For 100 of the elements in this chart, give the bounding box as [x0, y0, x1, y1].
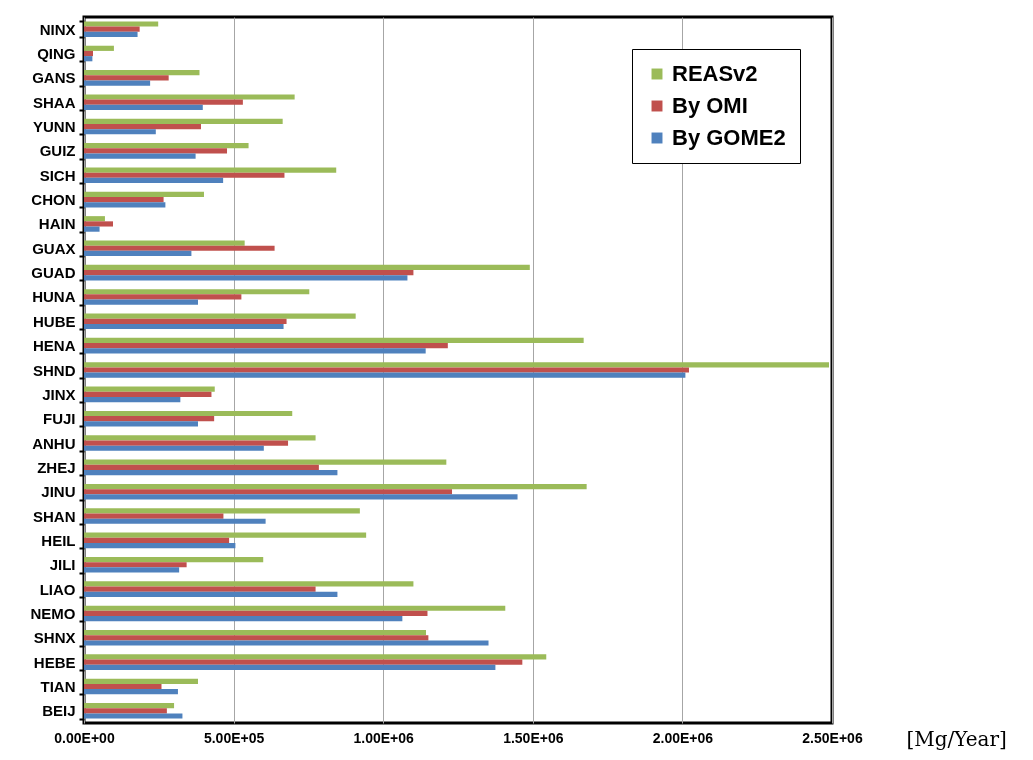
y-tick-label: LIAO: [39, 580, 76, 598]
bar: [84, 445, 264, 451]
bar: [84, 26, 140, 32]
bar: [84, 581, 414, 587]
bar: [84, 245, 275, 251]
bar: [84, 556, 264, 563]
bar: [84, 689, 178, 695]
bar: [84, 56, 93, 62]
bar: [84, 635, 429, 641]
bar: [84, 270, 414, 276]
bar: [84, 703, 175, 709]
bar: [84, 31, 138, 37]
bar: [84, 70, 200, 76]
y-tick-label: HENA: [32, 337, 76, 355]
y-tick-label: YUNN: [32, 118, 76, 136]
bar: [84, 532, 367, 538]
y-tick-label: TIAN: [40, 677, 76, 695]
bar: [84, 318, 287, 324]
bar: [84, 299, 198, 305]
bar: [84, 659, 523, 665]
y-tick-label: HUBE: [32, 312, 76, 330]
y-tick-label: NINX: [39, 20, 76, 38]
bar: [84, 148, 228, 154]
bar: [84, 343, 448, 349]
x-tick-label: 2.50E+06: [802, 729, 863, 746]
y-tick-label: CHON: [31, 191, 76, 209]
bar: [84, 416, 215, 422]
bar: [84, 537, 230, 544]
bar: [84, 713, 183, 719]
bar: [84, 678, 198, 684]
y-tick-label: FUJI: [42, 410, 76, 428]
bar: [84, 240, 245, 246]
x-tick-label: 1.50E+06: [503, 729, 564, 746]
y-tick-label: BEIJ: [42, 702, 76, 720]
legend-label: By GOME2: [672, 125, 786, 150]
bar: [84, 289, 310, 295]
bar: [84, 196, 164, 203]
bar: [84, 45, 114, 51]
bar: [84, 591, 338, 597]
bar: [84, 469, 338, 476]
bar: [84, 630, 426, 636]
y-tick-label: SHAN: [32, 507, 76, 525]
y-tick-label: JINU: [41, 483, 76, 501]
bar: [84, 464, 319, 470]
y-tick-label: JILI: [49, 556, 76, 574]
bar: [84, 250, 192, 257]
legend-label: By OMI: [672, 93, 748, 118]
bar: [84, 664, 496, 670]
y-tick-label: GUAX: [32, 239, 76, 257]
y-tick-label: HAIN: [38, 215, 76, 233]
bar: [84, 275, 408, 281]
bar: [84, 313, 356, 319]
bar: [84, 264, 530, 271]
bar: [84, 221, 114, 227]
bar: [84, 508, 360, 514]
bar: [84, 616, 403, 622]
bar: [84, 494, 518, 500]
bar: [84, 708, 167, 714]
bar: [84, 396, 181, 403]
bar: [84, 104, 203, 110]
bar: [84, 518, 266, 524]
bar: [84, 372, 686, 378]
bar: [84, 683, 162, 690]
y-tick-label: SHAA: [32, 93, 76, 111]
y-tick-label: HEIL: [41, 531, 76, 549]
bar: [84, 202, 166, 208]
y-tick-label: ZHEJ: [37, 458, 76, 476]
bar: [84, 410, 293, 417]
bar: [84, 118, 283, 124]
x-tick-label: 2.00E+06: [652, 729, 714, 746]
bar: [84, 586, 316, 592]
bar: [84, 21, 159, 27]
y-tick-label: SHNX: [33, 629, 76, 647]
x-tick-label: 0.00E+00: [54, 729, 115, 746]
bar: [84, 226, 100, 232]
bar: [84, 435, 316, 441]
bar: [84, 216, 105, 222]
y-tick-label: GANS: [32, 69, 76, 87]
bar: [84, 513, 224, 519]
y-tick-label: GUIZ: [39, 142, 76, 160]
y-tick-label: JINX: [42, 385, 76, 403]
x-axis-title: [Mg/Year]: [906, 726, 1007, 751]
bar: [84, 80, 151, 86]
bar: [84, 605, 506, 611]
bar: [84, 143, 249, 149]
bar: [84, 391, 212, 397]
bar: [84, 440, 289, 446]
bar: [84, 562, 187, 568]
y-tick-label: HUNA: [32, 288, 76, 306]
y-tick-label: GUAD: [31, 264, 76, 282]
bar: [84, 610, 428, 617]
x-tick-label: 5.00E+05: [203, 729, 265, 746]
bar: [84, 348, 426, 354]
y-tick-label: NEMO: [30, 604, 76, 622]
bar: [84, 654, 547, 660]
bar: [84, 94, 295, 100]
y-tick-label: QING: [37, 45, 76, 63]
bar: [84, 543, 236, 549]
bar: [84, 75, 169, 81]
bar: [84, 459, 447, 465]
